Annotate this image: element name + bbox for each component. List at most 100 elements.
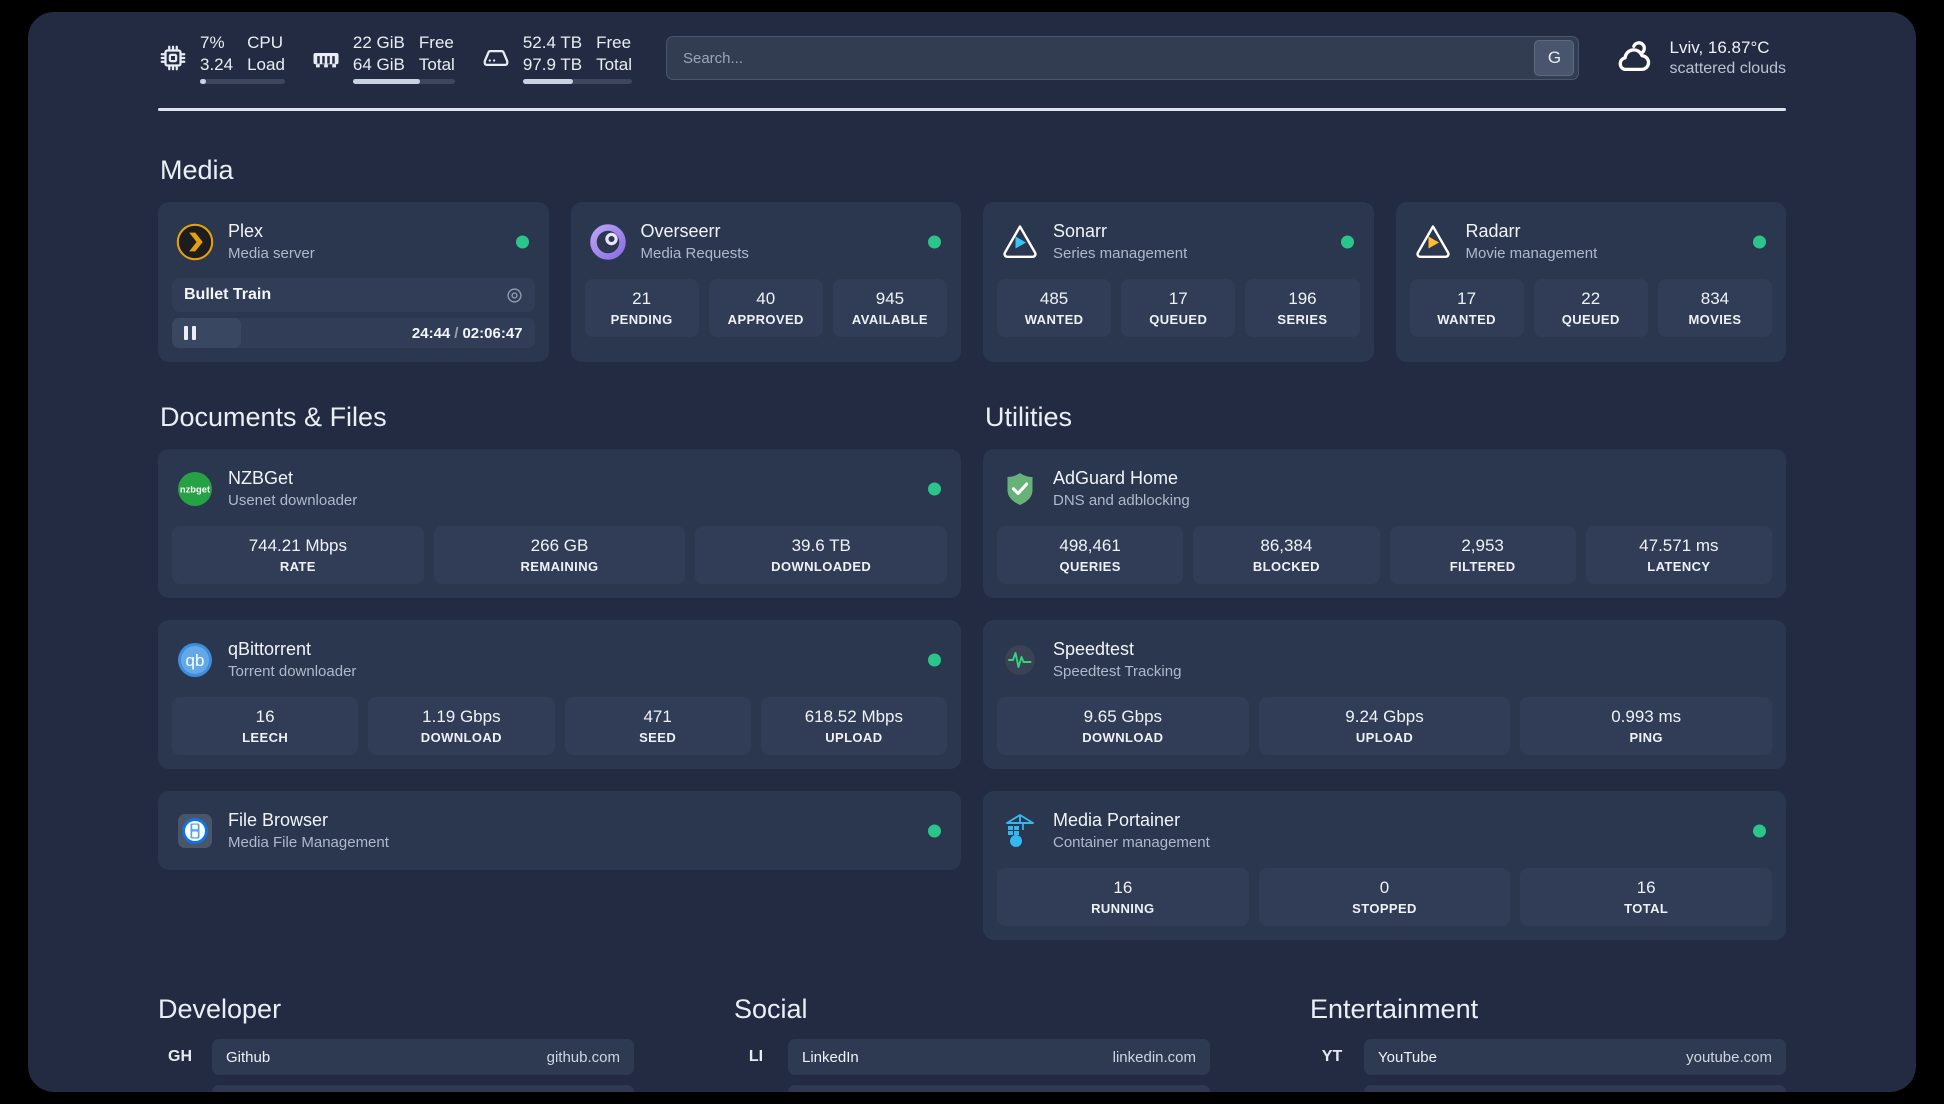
bookmark-name: Github — [226, 1048, 271, 1066]
weather-location-temp: Lviv, 16.87°C — [1669, 38, 1770, 57]
app-name: qBittorrent — [228, 639, 312, 659]
app-description: Movie management — [1465, 245, 1598, 262]
app-description: Usenet downloader — [228, 492, 358, 509]
bookmark-link-github[interactable]: Github github.com — [212, 1039, 634, 1075]
app-card-file-browser[interactable]: File Browser Media File Management — [158, 791, 961, 870]
app-card-header: Sonarr Series management — [997, 216, 1360, 267]
bookmark-link-youtube[interactable]: YouTube youtube.com — [1364, 1039, 1786, 1075]
bookmark-badge: YT — [1321, 1048, 1343, 1065]
bookmark-group-developer: Developer GH Github github.com SO StackO… — [158, 994, 634, 1092]
app-description: Speedtest Tracking — [1053, 663, 1182, 680]
memory-label-bottom: Total — [418, 55, 455, 74]
cpu-loadavg: 3.24 — [200, 55, 234, 74]
now-playing-progress-fill — [172, 318, 241, 348]
stat-value: 266 GB — [530, 536, 589, 555]
app-card-adguard-home[interactable]: AdGuard Home DNS and adblocking 498,461 … — [983, 449, 1786, 598]
memory-usage-bar — [352, 79, 455, 84]
utilities-card-column: AdGuard Home DNS and adblocking 498,461 … — [983, 449, 1786, 940]
app-description: DNS and adblocking — [1053, 492, 1190, 509]
storage-total: 97.9 TB — [522, 55, 583, 74]
app-name: Media Portainer — [1053, 810, 1181, 830]
bookmark-link-twitter[interactable]: Twitter twitter.com — [788, 1085, 1210, 1092]
stat-value: 618.52 Mbps — [804, 707, 904, 726]
status-indicator-online — [1753, 235, 1766, 248]
memory-free: 22 GiB — [352, 33, 405, 52]
app-description: Media Requests — [640, 245, 749, 262]
bookmark-link-stackoverflow[interactable]: StackOverflow stackoverflow.com — [212, 1085, 634, 1092]
search-box[interactable]: G — [665, 36, 1580, 80]
stat-value: 16 — [1113, 878, 1133, 897]
app-name: File Browser — [228, 810, 329, 830]
app-card-nzbget[interactable]: nzbget NZBGet Usenet downloader 744.21 M… — [158, 449, 961, 598]
bookmark-url: github.com — [546, 1048, 620, 1066]
stat-value: 744.21 Mbps — [248, 536, 347, 555]
app-card-overseerr[interactable]: Overseerr Media Requests 21 PENDING 40 A… — [570, 202, 961, 362]
stat-value: 16 — [1636, 878, 1656, 897]
nzbget-icon: nzbget — [176, 470, 214, 508]
search-engine-button[interactable]: G — [1534, 40, 1575, 76]
storage-label-bottom: Total — [596, 55, 632, 74]
pause-icon[interactable] — [184, 326, 196, 340]
stat-label: QUERIES — [1059, 559, 1121, 574]
cpu-percent: 7% — [200, 33, 225, 52]
app-card-radarr[interactable]: Radarr Movie management 17 WANTED 22 QUE… — [1395, 202, 1786, 362]
search-input[interactable] — [682, 49, 1535, 67]
now-playing-time: 24:44/02:06:47 — [412, 325, 523, 342]
bookmark-group-title: Developer — [158, 994, 282, 1024]
stat-label: LATENCY — [1647, 559, 1711, 574]
app-card-plex[interactable]: Plex Media server Bullet Train — [158, 202, 549, 362]
stat-label: FILTERED — [1449, 559, 1516, 574]
stat-tile: 0.993 ms PING — [1520, 697, 1773, 755]
app-name: Radarr — [1465, 221, 1521, 241]
bookmark-badge: LI — [748, 1048, 764, 1065]
app-card-speedtest[interactable]: Speedtest Speedtest Tracking 9.65 Gbps D… — [983, 620, 1786, 769]
stat-label: LEECH — [242, 730, 289, 745]
app-card-qbittorrent[interactable]: qb qBittorrent Torrent downloader 16 LEE… — [158, 620, 961, 769]
now-playing-progress[interactable]: 24:44/02:06:47 — [172, 318, 535, 348]
plex-now-playing: Bullet Train 24:44/02:06:47 — [172, 278, 535, 348]
stat-label: APPROVED — [727, 312, 804, 327]
stat-label: SERIES — [1277, 312, 1328, 327]
stat-tile: 485 WANTED — [997, 279, 1112, 337]
app-card-header: AdGuard Home DNS and adblocking — [997, 463, 1772, 514]
bookmark-link-netflix[interactable]: Netflix netflix.com — [1364, 1085, 1786, 1092]
stat-label: WANTED — [1437, 312, 1496, 327]
app-description: Series management — [1053, 245, 1188, 262]
stat-value: 0 — [1379, 878, 1390, 897]
now-playing-title-row: Bullet Train — [172, 278, 535, 312]
bookmarks-area: Developer GH Github github.com SO StackO… — [158, 994, 1786, 1092]
app-stats-row: 485 WANTED 17 QUEUED 196 SERIES — [997, 279, 1360, 337]
stat-label: WANTED — [1024, 312, 1084, 327]
app-stats-row: 16 LEECH 1.19 Gbps DOWNLOAD 471 SEED 618… — [172, 697, 947, 755]
stat-value: 47.571 ms — [1639, 536, 1719, 555]
cpu-label-bottom: Load — [247, 55, 285, 74]
status-indicator-online — [928, 482, 941, 495]
stat-tile: 9.24 Gbps UPLOAD — [1258, 697, 1511, 755]
app-stats-row: 9.65 Gbps DOWNLOAD 9.24 Gbps UPLOAD 0.99… — [997, 697, 1773, 755]
app-card-sonarr[interactable]: Sonarr Series management 485 WANTED 17 Q… — [983, 202, 1374, 362]
now-playing-title: Bullet Train — [184, 286, 272, 303]
stat-tile: 9.65 Gbps DOWNLOAD — [997, 697, 1249, 755]
app-card-header: Plex Media server — [172, 216, 535, 267]
stat-label: PING — [1629, 730, 1663, 745]
app-name: AdGuard Home — [1053, 468, 1179, 488]
weather-widget[interactable]: Lviv, 16.87°C scattered clouds — [1613, 37, 1786, 79]
media-card-grid: Plex Media server Bullet Train — [158, 202, 1786, 362]
bookmark-row: SO StackOverflow stackoverflow.com — [158, 1085, 634, 1092]
cog-icon[interactable] — [506, 287, 523, 304]
app-card-media-portainer[interactable]: Media Portainer Container management 16 … — [983, 791, 1786, 940]
bookmark-group-social: Social LI LinkedIn linkedin.com TW Twitt… — [734, 994, 1210, 1092]
app-card-header: Overseerr Media Requests — [585, 216, 948, 267]
app-card-header: nzbget NZBGet Usenet downloader — [172, 463, 947, 514]
bookmark-name: LinkedIn — [802, 1048, 859, 1066]
stat-value: 39.6 TB — [791, 536, 851, 555]
bookmark-link-linkedin[interactable]: LinkedIn linkedin.com — [788, 1039, 1210, 1075]
bookmark-group-title: Entertainment — [1310, 994, 1479, 1024]
stat-tile: 17 QUEUED — [1121, 279, 1236, 337]
stat-tile: 2,953 FILTERED — [1389, 526, 1576, 584]
cpu-label-top: CPU — [247, 33, 283, 52]
stat-tile: 16 LEECH — [172, 697, 359, 755]
app-stats-row: 21 PENDING 40 APPROVED 945 AVAILABLE — [584, 279, 948, 337]
stat-label: PENDING — [610, 312, 673, 327]
stat-label: TOTAL — [1624, 901, 1669, 916]
